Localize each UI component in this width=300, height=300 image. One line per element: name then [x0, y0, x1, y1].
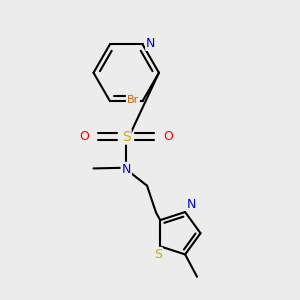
- Text: N: N: [187, 197, 196, 211]
- Text: S: S: [154, 248, 162, 261]
- Text: N: N: [122, 163, 131, 176]
- Text: N: N: [146, 37, 155, 50]
- Text: S: S: [122, 130, 130, 144]
- Text: O: O: [164, 130, 173, 143]
- Text: O: O: [79, 130, 89, 143]
- Text: Br: Br: [127, 95, 139, 105]
